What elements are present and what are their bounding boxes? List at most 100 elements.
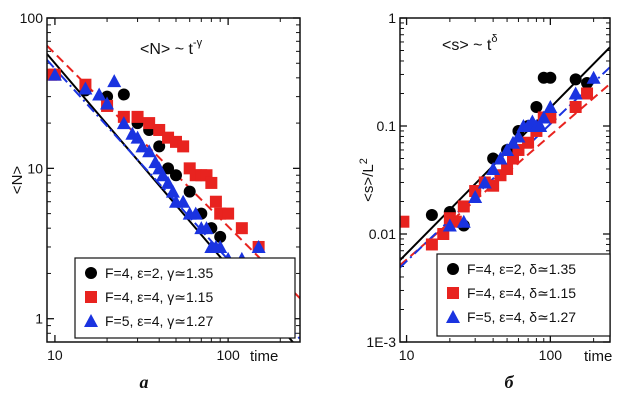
legend-label: F=4, ε=2, δ≃1.35 xyxy=(467,261,576,277)
data-point xyxy=(581,87,594,100)
data-point xyxy=(162,162,175,175)
data-point xyxy=(500,142,515,156)
x-axis-label: time xyxy=(584,348,612,365)
data-point xyxy=(130,130,145,144)
data-point xyxy=(456,214,471,228)
y-tick-label: 1 xyxy=(35,311,43,327)
y-axis-label: <N> xyxy=(9,166,26,195)
data-points xyxy=(400,70,601,251)
data-point xyxy=(135,139,150,153)
annotation-base: <s> ~ t xyxy=(442,37,492,54)
legend-label: F=5, ε=4, δ≃1.27 xyxy=(467,309,576,325)
legend-marker xyxy=(84,314,98,327)
data-point xyxy=(533,119,548,132)
y-axis-label: <s>/L2 xyxy=(358,158,377,202)
annotation-exponent: δ xyxy=(491,33,497,45)
data-point xyxy=(544,71,557,84)
data-point xyxy=(487,179,500,192)
data-point xyxy=(442,218,457,232)
data-point xyxy=(522,136,535,149)
data-point xyxy=(161,175,176,189)
data-point xyxy=(47,67,62,81)
data-point xyxy=(213,239,228,253)
legend-label: F=4, ε=2, γ≃1.35 xyxy=(105,265,213,281)
x-tick-label: 100 xyxy=(216,347,240,363)
data-point xyxy=(176,194,191,208)
y-tick-label: 100 xyxy=(20,10,44,26)
chart-panel-1: 10 100 1 10 100 F=4, ε=2, γ≃1.35 F=4, ε=4, γ≃1… xyxy=(9,10,301,392)
plot-frame xyxy=(399,17,611,343)
data-point xyxy=(142,144,157,158)
legend-marker xyxy=(447,287,459,299)
y-tick-label: 10 xyxy=(27,160,43,176)
data-point xyxy=(155,168,170,182)
data-point xyxy=(199,221,214,235)
data-point xyxy=(235,222,248,235)
legend: F=4, ε=2, δ≃1.35 F=4, ε=4, δ≃1.15 F=5, ε=4… xyxy=(436,253,611,337)
legend-label: F=4, ε=4, γ≃1.15 xyxy=(105,289,213,305)
data-point xyxy=(425,208,438,221)
data-point xyxy=(457,200,470,213)
y-axis-label-text: <N> xyxy=(9,166,26,195)
data-point xyxy=(586,70,601,84)
data-point xyxy=(468,190,483,204)
data-point xyxy=(165,184,180,198)
data-point xyxy=(205,176,218,189)
y-axis-label-text: <s>/L xyxy=(360,164,377,202)
data-point xyxy=(568,86,583,100)
data-point xyxy=(569,73,582,86)
data-point xyxy=(188,206,203,220)
data-point xyxy=(143,117,156,130)
legend-box xyxy=(436,253,611,337)
y-tick-label: 0.1 xyxy=(377,118,397,134)
data-point xyxy=(169,169,182,182)
data-point xyxy=(107,74,122,88)
data-point xyxy=(251,239,266,253)
y-tick-label: 1 xyxy=(388,10,396,26)
plot-frame xyxy=(46,17,301,343)
annotation-base: <N> ~ t xyxy=(140,41,193,58)
data-point xyxy=(117,88,130,101)
power-law-annotation: <s> ~ tδ xyxy=(442,33,498,54)
x-axis-label: time xyxy=(250,348,278,365)
y-tick-label: 0.01 xyxy=(369,226,396,242)
legend-box xyxy=(74,257,296,339)
data-point xyxy=(425,238,438,251)
legend-marker xyxy=(85,267,97,279)
panel-label: б xyxy=(505,372,515,392)
data-point xyxy=(543,99,558,113)
data-point xyxy=(477,175,492,189)
data-point xyxy=(78,81,93,95)
data-points xyxy=(47,67,280,280)
power-law-annotation: <N> ~ t-γ xyxy=(140,37,203,58)
legend-marker xyxy=(447,263,459,275)
data-point xyxy=(501,162,514,175)
data-point xyxy=(131,110,144,123)
series-3 xyxy=(47,67,280,280)
legend-label: F=5, ε=4, γ≃1.27 xyxy=(105,313,213,329)
data-point xyxy=(400,215,410,228)
x-tick-label: 10 xyxy=(47,347,63,363)
data-point xyxy=(209,195,222,208)
data-point xyxy=(511,129,526,143)
data-point xyxy=(214,230,227,243)
data-point xyxy=(530,100,543,113)
y-axis-label-sup: 2 xyxy=(358,158,370,164)
legend-marker xyxy=(446,310,460,323)
data-point xyxy=(177,140,190,153)
data-point xyxy=(536,110,551,124)
legend: F=4, ε=2, γ≃1.35 F=4, ε=4, γ≃1.15 F=5, ε=4… xyxy=(74,257,296,339)
x-tick-label: 100 xyxy=(539,347,563,363)
legend-marker xyxy=(85,291,97,303)
legend-label: F=4, ε=4, δ≃1.15 xyxy=(467,285,576,301)
data-point xyxy=(100,96,115,110)
series-1 xyxy=(79,84,265,280)
x-tick-label: 10 xyxy=(399,347,415,363)
data-point xyxy=(116,116,131,130)
data-point xyxy=(493,151,508,165)
data-point xyxy=(183,185,196,198)
data-point xyxy=(222,207,235,220)
panel-label: a xyxy=(140,372,149,392)
